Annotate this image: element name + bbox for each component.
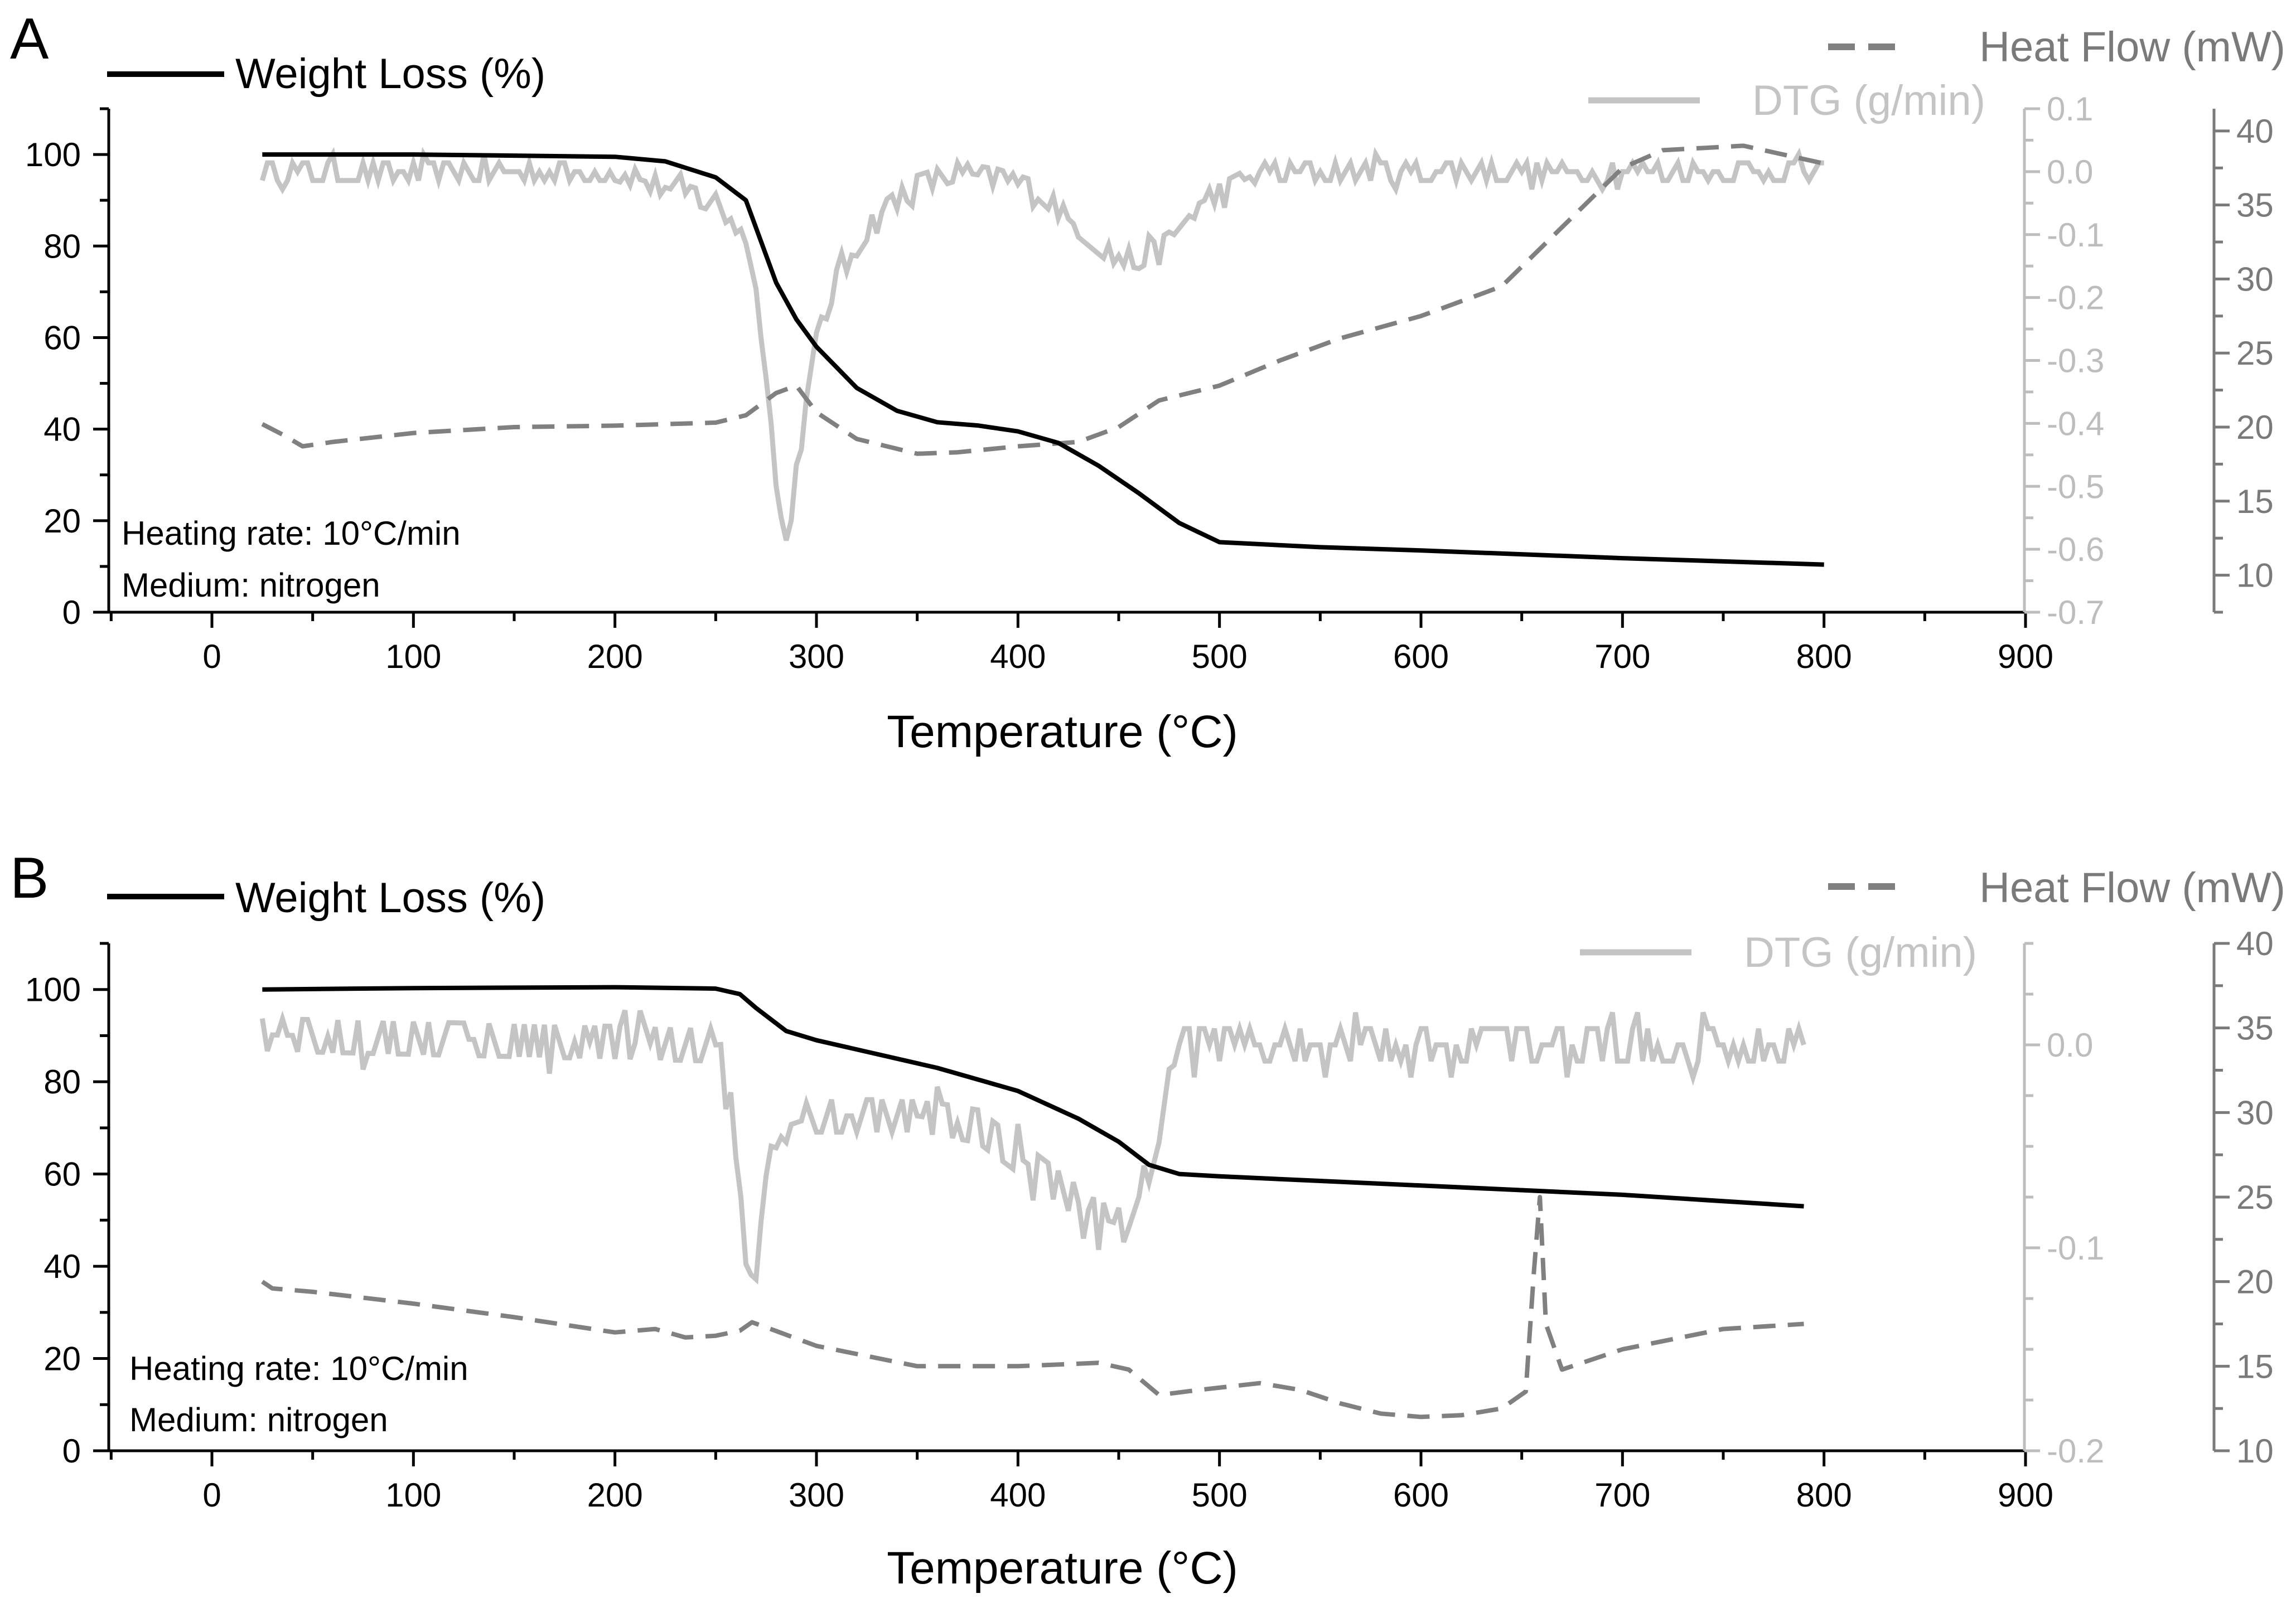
heat-tick-label: 40 — [2236, 113, 2274, 150]
dtg-tick-label: -0.1 — [2047, 1229, 2104, 1267]
heat-tick-label: 10 — [2236, 1432, 2274, 1470]
legend-weight-label: Weight Loss (%) — [235, 50, 545, 98]
heat-tick-label: 35 — [2236, 187, 2274, 224]
legend-dtg-label: DTG (g/min) — [1752, 77, 1985, 124]
weight-tick-label: 40 — [43, 411, 81, 448]
heat-tick-label: 15 — [2236, 1348, 2274, 1385]
x-tick-label: 400 — [990, 638, 1046, 675]
x-tick-label: 600 — [1393, 638, 1449, 675]
x-tick-label: 0 — [202, 638, 221, 675]
x-tick-label: 800 — [1796, 1476, 1852, 1514]
x-tick-label: 800 — [1796, 638, 1852, 675]
heat-tick-label: 25 — [2236, 335, 2274, 372]
dtg-tick-label: -0.5 — [2047, 468, 2104, 505]
heat-axis: 10 15 20 25 30 35 40 — [2212, 925, 2274, 1470]
panel-label: A — [10, 7, 49, 71]
x-axis: 0 100 200 300 400 500 600 700 800 900 — [109, 1449, 2053, 1514]
x-tick-label: 100 — [385, 1476, 441, 1514]
weight-tick-label: 80 — [43, 1063, 81, 1101]
weight-axis: 0 20 40 60 80 100 — [25, 107, 110, 631]
heat-tick-label: 35 — [2236, 1010, 2274, 1047]
series-heat-flow — [261, 1195, 1804, 1420]
x-tick-label: 400 — [990, 1476, 1046, 1514]
x-tick-label: 700 — [1594, 638, 1650, 675]
heat-tick-label: 25 — [2236, 1179, 2274, 1216]
weight-tick-label: 0 — [62, 1432, 81, 1470]
panel-label: B — [10, 846, 49, 910]
dtg-tick-label: -0.2 — [2047, 279, 2104, 317]
x-tick-label: 900 — [1998, 638, 2053, 675]
series-heat-flow — [261, 143, 1825, 456]
x-tick-label: 200 — [587, 638, 643, 675]
weight-tick-label: 40 — [43, 1248, 81, 1285]
series-dtg — [259, 147, 1824, 541]
x-tick-label: 700 — [1594, 1476, 1650, 1514]
heat-axis: 10 15 20 25 30 35 40 — [2212, 109, 2274, 614]
x-axis-title: Temperature (°C) — [887, 706, 1238, 757]
x-axis: 0 100 200 300 400 500 600 700 800 900 — [109, 611, 2053, 675]
x-axis-title: Temperature (°C) — [887, 1543, 1238, 1594]
heat-tick-label: 20 — [2236, 409, 2274, 446]
x-tick-label: 600 — [1393, 1476, 1449, 1514]
heat-tick-label: 30 — [2236, 1094, 2274, 1131]
dtg-tick-label: -0.6 — [2047, 531, 2104, 568]
x-tick-label: 500 — [1192, 638, 1248, 675]
legend-heat-label: Heat Flow (mW) — [1979, 864, 2285, 912]
dtg-tick-label: -0.3 — [2047, 342, 2104, 380]
series-weight-loss — [262, 985, 1804, 1209]
dtg-axis: 0.0 -0.1 -0.2 — [2023, 942, 2104, 1470]
annotation-heating-rate: Heating rate: 10°C/min — [122, 515, 461, 552]
legend-dtg-label: DTG (g/min) — [1744, 929, 1977, 976]
weight-tick-label: 80 — [43, 227, 81, 265]
dtg-tick-label: -0.7 — [2047, 594, 2104, 631]
heat-tick-label: 20 — [2236, 1263, 2274, 1301]
x-tick-label: 300 — [789, 1476, 844, 1514]
dtg-tick-label: 0.0 — [2047, 1026, 2093, 1064]
panel-b: B Weight Loss (%) Heat Flow (mW) DTG (g/… — [10, 846, 2285, 1594]
legend-heat-label: Heat Flow (mW) — [1979, 23, 2285, 71]
annotation-heating-rate: Heating rate: 10°C/min — [129, 1350, 468, 1387]
dtg-tick-label: 0.0 — [2047, 153, 2093, 191]
series-weight-loss — [262, 152, 1824, 567]
heat-tick-label: 30 — [2236, 260, 2274, 298]
weight-tick-label: 100 — [25, 971, 81, 1009]
series-dtg — [259, 1009, 1806, 1285]
plot-series — [259, 985, 1806, 1420]
weight-tick-label: 20 — [43, 1340, 81, 1378]
x-tick-label: 0 — [202, 1476, 221, 1514]
annotation-medium: Medium: nitrogen — [129, 1401, 388, 1439]
weight-tick-label: 60 — [43, 1156, 81, 1193]
plot-series — [259, 143, 1825, 567]
dtg-tick-label: 0.1 — [2047, 90, 2093, 128]
dtg-tick-label: -0.1 — [2047, 216, 2104, 254]
annotation-medium: Medium: nitrogen — [122, 566, 380, 604]
heat-tick-label: 10 — [2236, 557, 2274, 594]
dtg-tick-label: -0.2 — [2047, 1432, 2104, 1470]
heat-tick-label: 40 — [2236, 925, 2274, 962]
dtg-axis: 0.1 0.0 -0.1 -0.2 -0.3 -0.4 -0.5 -0.6 -0.7 — [2023, 90, 2104, 631]
panel-a: A Weight Loss (%) Heat Flow (mW) DTG (g/… — [10, 7, 2285, 757]
x-tick-label: 900 — [1998, 1476, 2053, 1514]
dtg-tick-label: -0.4 — [2047, 405, 2104, 442]
x-tick-label: 200 — [587, 1476, 643, 1514]
weight-tick-label: 20 — [43, 502, 81, 540]
weight-tick-label: 100 — [25, 136, 81, 173]
weight-tick-label: 60 — [43, 319, 81, 356]
x-tick-label: 300 — [789, 638, 844, 675]
x-tick-label: 100 — [385, 638, 441, 675]
weight-axis: 0 20 40 60 80 100 — [25, 942, 110, 1470]
heat-tick-label: 15 — [2236, 483, 2274, 520]
weight-tick-label: 0 — [62, 594, 81, 631]
legend-weight-label: Weight Loss (%) — [235, 874, 545, 922]
x-tick-label: 500 — [1192, 1476, 1248, 1514]
